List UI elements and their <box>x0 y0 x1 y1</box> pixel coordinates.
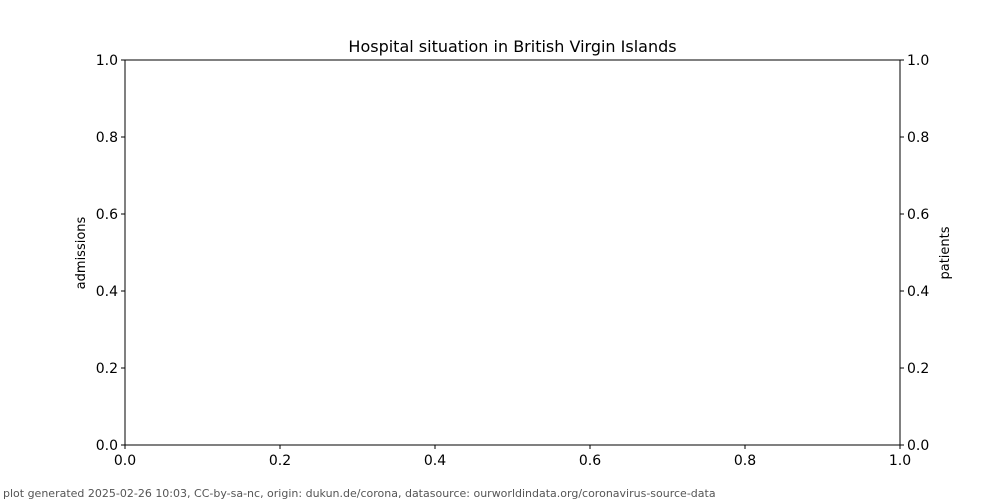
x-axis: 0.0 0.2 0.4 0.6 0.8 1.0 <box>114 445 911 469</box>
chart-title: Hospital situation in British Virgin Isl… <box>348 37 676 56</box>
x-tick-label: 0.8 <box>734 453 756 469</box>
x-tick-label: 1.0 <box>889 453 911 469</box>
y-left-tick-label: 0.6 <box>96 207 118 223</box>
y-left-tick-label: 0.8 <box>96 130 118 146</box>
y-right-tick-label: 0.6 <box>907 207 929 223</box>
y-right-tick-label: 0.0 <box>907 438 929 454</box>
y-right-tick-label: 0.2 <box>907 361 929 377</box>
y-axis-left-label: admissions <box>74 216 89 289</box>
y-right-tick-label: 0.8 <box>907 130 929 146</box>
y-left-tick-label: 0.2 <box>96 361 118 377</box>
x-tick-label: 0.2 <box>269 453 291 469</box>
y-axis-left: 0.0 0.2 0.4 0.6 0.8 1.0 <box>96 53 125 454</box>
y-right-tick-label: 0.4 <box>907 284 929 300</box>
y-left-tick-label: 0.4 <box>96 284 118 300</box>
x-tick-label: 0.6 <box>579 453 601 469</box>
plot-frame <box>124 59 901 446</box>
x-tick-label: 0.4 <box>424 453 446 469</box>
y-right-tick-label: 1.0 <box>907 53 929 69</box>
y-axis-right: 0.0 0.2 0.4 0.6 0.8 1.0 <box>900 53 929 454</box>
y-axis-right-label: patients <box>938 226 953 279</box>
y-left-tick-label: 1.0 <box>96 53 118 69</box>
x-tick-label: 0.0 <box>114 453 136 469</box>
footer-attribution: plot generated 2025-02-26 10:03, CC-by-s… <box>3 487 716 500</box>
y-left-tick-label: 0.0 <box>96 438 118 454</box>
